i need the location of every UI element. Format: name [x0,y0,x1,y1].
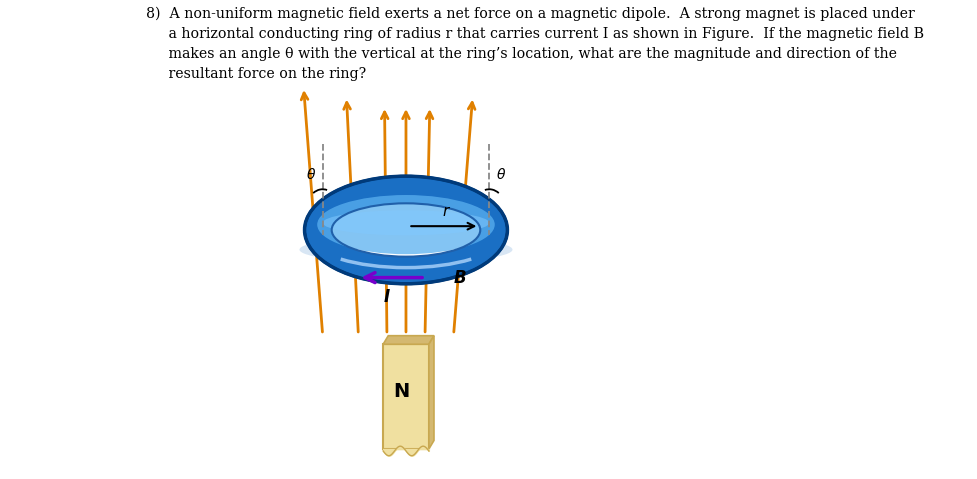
Ellipse shape [331,203,480,257]
Text: $\theta$: $\theta$ [306,167,316,182]
Polygon shape [428,336,434,449]
Text: $\theta$: $\theta$ [495,167,506,182]
Text: N: N [393,382,409,401]
FancyArrowPatch shape [364,273,422,283]
Ellipse shape [299,236,512,263]
Text: B: B [453,269,466,286]
Polygon shape [383,336,434,344]
Text: I: I [384,288,390,306]
Text: r: r [443,205,448,219]
Ellipse shape [322,210,488,235]
Polygon shape [383,344,428,449]
Ellipse shape [304,176,507,284]
Text: 8)  A non-uniform magnetic field exerts a net force on a magnetic dipole.  A str: 8) A non-uniform magnetic field exerts a… [147,6,923,80]
Ellipse shape [317,195,494,254]
